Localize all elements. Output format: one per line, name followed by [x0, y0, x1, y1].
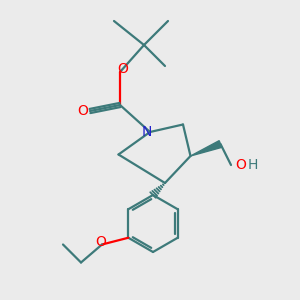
- Text: O: O: [118, 62, 128, 76]
- Text: O: O: [236, 158, 246, 172]
- Text: N: N: [141, 125, 152, 139]
- Text: O: O: [77, 104, 88, 118]
- Text: H: H: [248, 158, 258, 172]
- Polygon shape: [190, 141, 222, 156]
- Text: O: O: [95, 235, 106, 248]
